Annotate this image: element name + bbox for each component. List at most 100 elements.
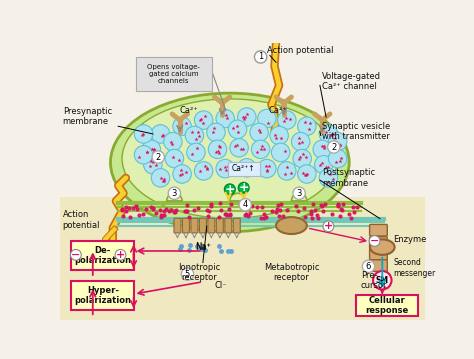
Circle shape [144,155,162,174]
Circle shape [165,149,183,168]
Text: Ionotropic
receptor: Ionotropic receptor [178,262,220,282]
Ellipse shape [276,217,307,234]
FancyBboxPatch shape [233,218,240,233]
Circle shape [293,187,305,199]
Text: Second
messenger: Second messenger [393,258,435,278]
FancyBboxPatch shape [225,218,232,233]
Circle shape [319,169,337,187]
Text: 3: 3 [296,189,302,198]
FancyBboxPatch shape [61,197,425,320]
Circle shape [237,159,256,177]
Circle shape [328,132,347,151]
Text: Presynaptic
membrane: Presynaptic membrane [63,107,112,126]
Circle shape [134,145,153,164]
Circle shape [292,132,310,151]
FancyBboxPatch shape [182,218,190,233]
Text: 3: 3 [172,189,177,198]
Circle shape [173,117,191,135]
Circle shape [230,139,248,157]
Circle shape [257,159,276,178]
Text: +: + [238,181,249,194]
Circle shape [270,126,288,145]
Circle shape [164,132,182,151]
Circle shape [255,51,267,63]
FancyBboxPatch shape [370,224,387,236]
Text: 2: 2 [155,153,161,162]
Circle shape [185,126,204,145]
Circle shape [207,123,225,142]
Text: +: + [116,250,125,260]
Circle shape [173,165,191,183]
Circle shape [237,108,256,126]
Text: +: + [225,183,235,196]
Circle shape [369,236,380,246]
Circle shape [134,125,153,143]
FancyBboxPatch shape [216,218,223,233]
Text: 2: 2 [331,143,337,151]
FancyBboxPatch shape [71,281,134,310]
FancyBboxPatch shape [200,218,206,233]
Circle shape [250,123,268,142]
Ellipse shape [110,93,349,232]
Circle shape [228,120,247,139]
Ellipse shape [122,99,337,218]
Text: De-
polarization: De- polarization [74,246,131,265]
Circle shape [187,143,205,162]
Text: 1: 1 [258,52,263,61]
Circle shape [328,149,347,168]
Text: 5: 5 [185,270,190,279]
FancyBboxPatch shape [71,241,134,270]
Circle shape [319,125,337,143]
Text: Opens voltage-
gated calcium
channels: Opens voltage- gated calcium channels [147,64,200,84]
Wedge shape [230,193,245,201]
Circle shape [151,125,170,143]
Circle shape [272,143,290,162]
Circle shape [323,221,334,232]
FancyBboxPatch shape [228,162,260,176]
Text: Enzyme: Enzyme [393,235,427,244]
Circle shape [194,162,213,180]
Circle shape [168,187,181,199]
Text: Action potential: Action potential [267,46,333,55]
Circle shape [328,141,340,153]
Circle shape [238,182,249,193]
Text: Hyper-
polarization: Hyper- polarization [74,286,131,306]
FancyBboxPatch shape [370,248,387,260]
Circle shape [239,199,251,211]
Text: Ca²⁺: Ca²⁺ [180,106,199,115]
Wedge shape [292,193,307,201]
Circle shape [115,250,126,260]
FancyBboxPatch shape [356,295,418,316]
Text: Na⁺: Na⁺ [195,243,211,252]
Wedge shape [167,193,182,201]
Circle shape [362,260,374,272]
Circle shape [208,140,227,159]
Text: Postsynaptic
membrane: Postsynaptic membrane [322,168,375,187]
Circle shape [257,109,276,128]
Text: Synaptic vesicle
with transmitter: Synaptic vesicle with transmitter [322,122,391,141]
FancyBboxPatch shape [370,237,387,248]
Circle shape [216,109,235,128]
Circle shape [216,159,235,178]
Circle shape [182,268,194,280]
Circle shape [152,151,164,163]
Circle shape [298,117,316,135]
Text: +: + [324,222,333,231]
FancyBboxPatch shape [61,43,425,320]
Text: SM: SM [376,276,389,285]
Ellipse shape [370,239,395,255]
Text: Ca²⁺: Ca²⁺ [268,106,287,115]
Text: Ca²⁺↑: Ca²⁺↑ [232,164,255,173]
Circle shape [142,140,161,159]
Circle shape [293,149,311,168]
FancyBboxPatch shape [370,260,387,271]
Circle shape [278,111,296,129]
Text: 4: 4 [243,200,248,209]
Circle shape [298,165,316,183]
Circle shape [373,271,392,289]
Circle shape [225,184,235,195]
Text: Pre-
cursor: Pre- cursor [361,271,387,290]
Text: 6: 6 [366,262,371,271]
Circle shape [251,140,270,159]
Circle shape [315,155,333,174]
